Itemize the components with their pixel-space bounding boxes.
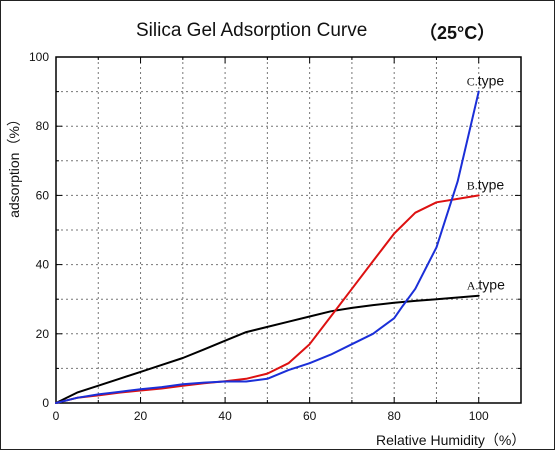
x-tick-label: 40 [218,409,232,423]
series-label-b: B.type [467,176,505,192]
y-tick-label: 60 [36,188,50,202]
y-tick-label: 0 [42,396,49,410]
x-tick-label: 80 [388,409,402,423]
y-tick-label: 40 [36,258,50,272]
grid [56,57,521,403]
series-labels: A.type B.type C.type [467,73,505,293]
series-line-a [55,294,480,404]
ticks: 0 20 40 60 80 100 0 20 40 60 80 100 [29,50,522,423]
chart-title-note: （25°C） [419,23,495,43]
series-line-c [55,90,480,404]
series-layer [55,90,480,404]
y-tick-label: 100 [29,50,49,64]
y-tick-label: 80 [36,119,50,133]
series-label-a: A.type [467,277,505,293]
x-tick-label: 0 [53,409,60,423]
x-axis-label: Relative Humidity（%） [376,432,525,448]
x-tick-label: 100 [469,409,489,423]
y-axis-label: adsorption（%） [6,112,22,218]
x-tick-label: 20 [134,409,148,423]
x-tick-label: 60 [303,409,317,423]
series-label-c: C.type [467,73,505,89]
y-tick-label: 20 [36,327,50,341]
chart-title: Silica Gel Adsorption Curve [136,20,367,41]
